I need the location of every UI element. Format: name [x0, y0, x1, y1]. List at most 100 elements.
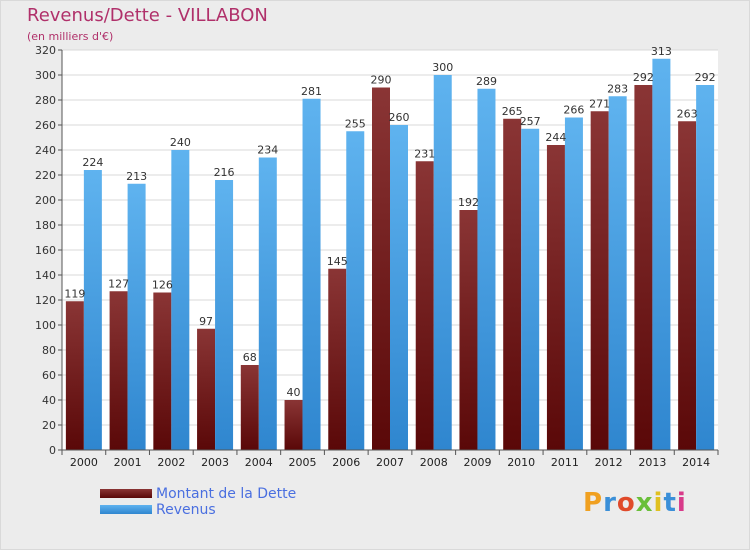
value-label-revenue: 266 — [563, 104, 584, 117]
x-tick-label: 2010 — [507, 456, 535, 469]
value-label-revenue: 213 — [126, 170, 147, 183]
value-label-debt: 97 — [199, 315, 213, 328]
value-label-revenue: 300 — [432, 61, 453, 74]
bar-revenue — [477, 88, 496, 450]
value-label-revenue: 289 — [476, 75, 497, 88]
x-tick-label: 2003 — [201, 456, 229, 469]
x-tick-label: 2014 — [682, 456, 710, 469]
bar-debt — [65, 301, 84, 450]
axes: 0 20 40 60 80 100 120 140 160 180 200 220 240 260 280 3… — [35, 44, 719, 469]
bar-debt — [328, 268, 347, 450]
value-label-revenue: 283 — [607, 82, 628, 95]
y-tick-label: 180 — [35, 219, 56, 232]
value-label-debt: 263 — [677, 107, 698, 120]
bar-revenue — [127, 183, 146, 450]
value-label-debt: 244 — [545, 131, 566, 144]
bar-debt — [415, 161, 434, 450]
y-tick-label: 300 — [35, 69, 56, 82]
value-label-revenue: 240 — [170, 136, 191, 149]
bar-revenue — [608, 96, 627, 450]
bar-revenue — [652, 58, 671, 450]
bar-revenue — [564, 117, 583, 450]
value-label-debt: 192 — [458, 196, 479, 209]
y-tick-label: 280 — [35, 94, 56, 107]
value-label-revenue: 234 — [257, 144, 278, 157]
bar-debt — [678, 121, 697, 450]
value-label-revenue: 281 — [301, 85, 322, 98]
bar-debt — [284, 400, 303, 450]
value-label-revenue: 292 — [695, 71, 716, 84]
bar-debt — [459, 210, 478, 450]
x-tick-label: 2013 — [638, 456, 666, 469]
bar-revenue — [521, 128, 540, 450]
value-label-debt: 119 — [64, 287, 85, 300]
value-label-debt: 290 — [371, 74, 392, 87]
bar-debt — [197, 328, 216, 450]
y-tick-label: 80 — [42, 344, 56, 357]
value-label-debt: 265 — [502, 105, 523, 118]
value-label-debt: 126 — [152, 279, 173, 292]
legend-swatch-revenue — [100, 505, 152, 514]
value-label-revenue: 313 — [651, 45, 672, 58]
y-tick-label: 20 — [42, 419, 56, 432]
chart-title: Revenus/Dette - VILLABON — [27, 5, 268, 26]
bar-revenue — [433, 75, 452, 450]
bar-debt — [240, 365, 259, 450]
y-tick-label: 0 — [49, 444, 56, 457]
x-tick-label: 2011 — [551, 456, 579, 469]
y-tick-label: 220 — [35, 169, 56, 182]
x-tick-label: 2005 — [289, 456, 317, 469]
y-tick-label: 200 — [35, 194, 56, 207]
y-tick-label: 260 — [35, 119, 56, 132]
value-label-revenue: 255 — [345, 117, 366, 130]
value-label-debt: 271 — [589, 97, 610, 110]
proxiti-logo: Proxiti — [583, 488, 687, 518]
legend-label-revenue: Revenus — [156, 502, 216, 518]
x-tick-label: 2009 — [463, 456, 491, 469]
x-tick-label: 2002 — [157, 456, 185, 469]
bar-revenue — [83, 170, 102, 450]
chart-subtitle: (en milliers d'€) — [27, 30, 114, 43]
legend-label-debt: Montant de la Dette — [156, 486, 297, 502]
x-tick-label: 2012 — [595, 456, 623, 469]
bar-debt — [590, 111, 609, 450]
bar-revenue — [302, 98, 321, 450]
value-label-revenue: 216 — [214, 166, 235, 179]
y-tick-label: 320 — [35, 44, 56, 57]
bar-debt — [372, 87, 390, 450]
x-tick-label: 2001 — [114, 456, 142, 469]
bar-debt — [153, 292, 172, 450]
legend-swatch-debt — [100, 489, 152, 498]
value-label-debt: 40 — [287, 386, 301, 399]
x-tick-label: 2008 — [420, 456, 448, 469]
y-tick-label: 140 — [35, 269, 56, 282]
x-tick-label: 2004 — [245, 456, 273, 469]
y-tick-label: 160 — [35, 244, 56, 257]
bar-debt — [546, 145, 565, 450]
value-label-revenue: 224 — [82, 156, 103, 169]
value-label-debt: 145 — [327, 255, 348, 268]
y-tick-label: 100 — [35, 319, 56, 332]
bars — [65, 58, 715, 450]
value-label-debt: 292 — [633, 71, 654, 84]
bar-debt — [634, 85, 653, 450]
bar-revenue — [696, 85, 715, 450]
x-tick-label: 2007 — [376, 456, 404, 469]
bar-revenue — [390, 125, 408, 450]
value-label-revenue: 257 — [520, 115, 541, 128]
bar-revenue — [346, 131, 365, 450]
bar-revenue — [258, 157, 277, 450]
y-tick-label: 240 — [35, 144, 56, 157]
y-tick-label: 40 — [42, 394, 56, 407]
x-tick-label: 2000 — [70, 456, 98, 469]
bar-revenue — [215, 180, 234, 450]
value-label-revenue: 260 — [389, 111, 410, 124]
bar-debt — [109, 291, 128, 450]
value-label-debt: 127 — [108, 277, 129, 290]
bar-revenue — [171, 150, 190, 450]
value-labels: 119 224 127 213 126 240 97 216 68 234 40 281 145 255 2… — [64, 45, 715, 399]
y-tick-label: 60 — [42, 369, 56, 382]
value-label-debt: 68 — [243, 351, 257, 364]
value-label-debt: 231 — [414, 147, 435, 160]
